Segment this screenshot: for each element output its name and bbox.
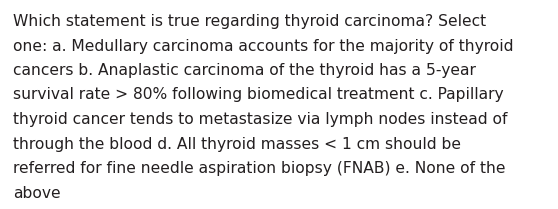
Text: one: a. Medullary carcinoma accounts for the majority of thyroid: one: a. Medullary carcinoma accounts for… bbox=[13, 38, 513, 54]
Text: above: above bbox=[13, 186, 61, 200]
Text: thyroid cancer tends to metastasize via lymph nodes instead of: thyroid cancer tends to metastasize via … bbox=[13, 112, 507, 127]
Text: Which statement is true regarding thyroid carcinoma? Select: Which statement is true regarding thyroi… bbox=[13, 14, 486, 29]
Text: survival rate > 80% following biomedical treatment c. Papillary: survival rate > 80% following biomedical… bbox=[13, 88, 504, 102]
Text: cancers b. Anaplastic carcinoma of the thyroid has a 5-year: cancers b. Anaplastic carcinoma of the t… bbox=[13, 63, 476, 78]
Text: through the blood d. All thyroid masses < 1 cm should be: through the blood d. All thyroid masses … bbox=[13, 136, 461, 152]
Text: referred for fine needle aspiration biopsy (FNAB) e. None of the: referred for fine needle aspiration biop… bbox=[13, 161, 506, 176]
